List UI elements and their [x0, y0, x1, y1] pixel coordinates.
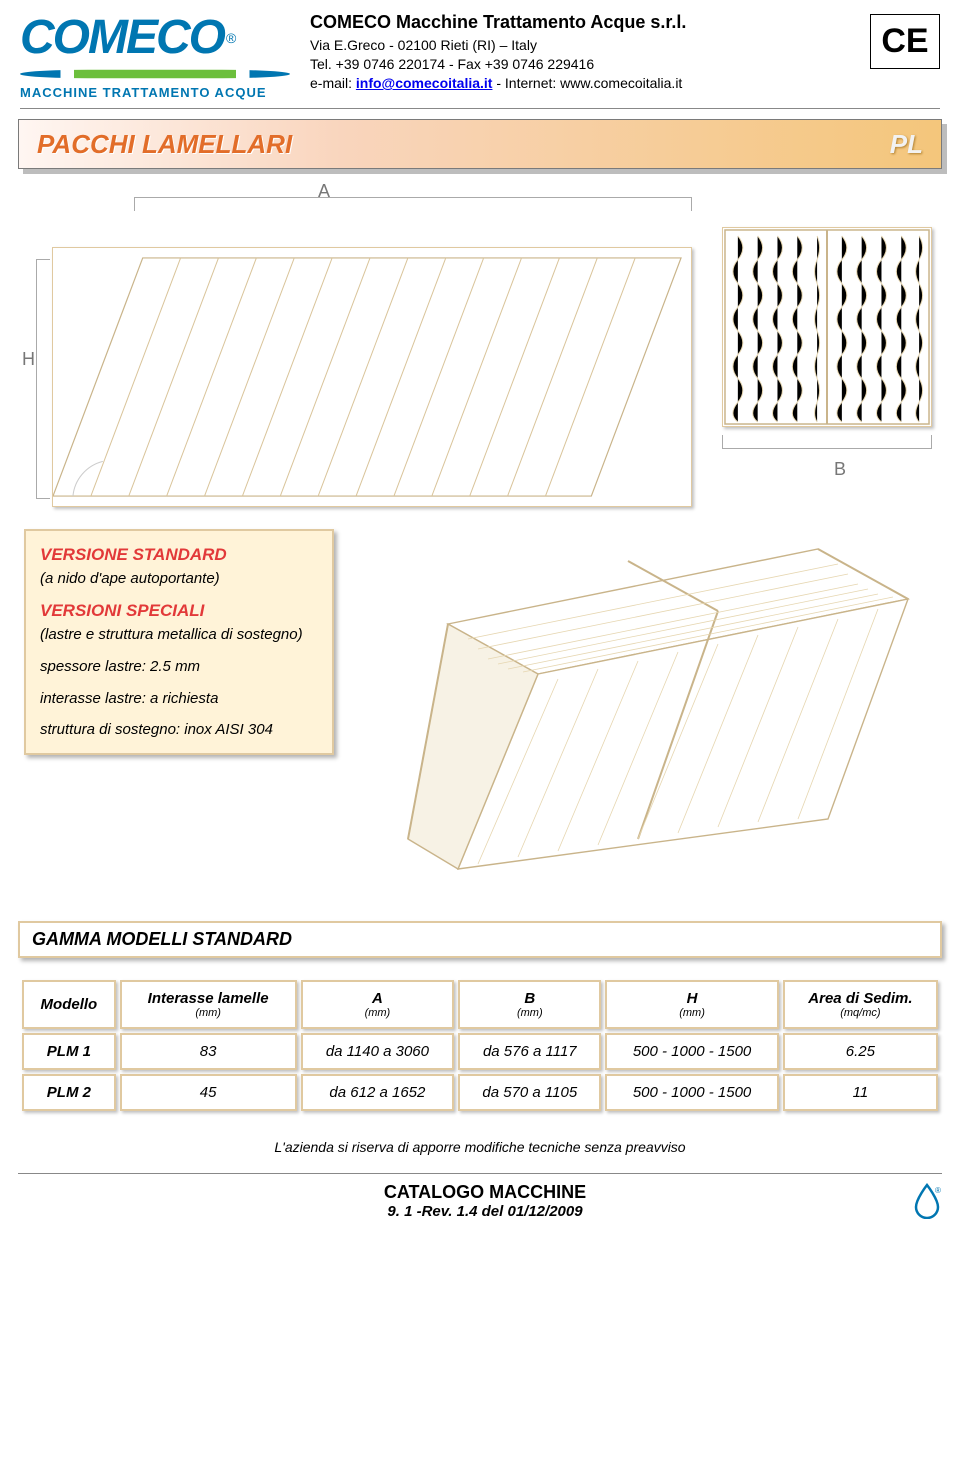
dimension-b-line	[722, 439, 932, 449]
disclaimer-text: L'azienda si riserva di apporre modifich…	[0, 1139, 960, 1155]
page-footer: CATALOGO MACCHINE 9. 1 -Rev. 1.4 del 01/…	[0, 1163, 960, 1236]
email-link[interactable]: info@comecoitalia.it	[356, 75, 493, 91]
logo-text: COMECO	[20, 10, 224, 65]
table-header-row: Modello Interasse lamelle(mm) A(mm) B(mm…	[22, 980, 938, 1029]
page-header: COMECO ® MACCHINE TRATTAMENTO ACQUE COME…	[0, 0, 960, 108]
cell-area: 6.25	[783, 1033, 938, 1070]
footer-title: CATALOGO MACCHINE	[58, 1182, 912, 1203]
cell-a: da 1140 a 3060	[301, 1033, 455, 1070]
iso-lamellar-diagram	[398, 509, 928, 879]
info-head-standard: VERSIONE STANDARD	[40, 545, 227, 564]
dimension-h-label: H	[22, 349, 35, 370]
info-head-special: VERSIONI SPECIALI	[40, 601, 204, 620]
cell-h: 500 - 1000 - 1500	[605, 1033, 779, 1070]
spec-info-box: VERSIONE STANDARD (a nido d'ape autoport…	[24, 529, 334, 755]
diagram-area: A H 60°	[18, 179, 942, 899]
company-phone: Tel. +39 0746 220174 - Fax +39 0746 2294…	[310, 55, 850, 74]
cell-model: PLM 2	[22, 1074, 116, 1111]
logo: COMECO ® MACCHINE TRATTAMENTO ACQUE	[20, 10, 290, 100]
info-sub-special: (lastre e struttura metallica di sostegn…	[40, 626, 303, 643]
dimension-a-line	[134, 197, 692, 207]
col-modello: Modello	[41, 996, 98, 1013]
cell-interasse: 83	[120, 1033, 297, 1070]
registered-icon: ®	[226, 30, 236, 46]
cell-model: PLM 1	[22, 1033, 116, 1070]
svg-text:®: ®	[935, 1186, 941, 1195]
front-lamellar-diagram	[722, 227, 932, 427]
cell-h: 500 - 1000 - 1500	[605, 1074, 779, 1111]
table-row: PLM 1 83 da 1140 a 3060 da 576 a 1117 50…	[22, 1033, 938, 1070]
col-b: B	[524, 990, 535, 1007]
dimension-b-label: B	[834, 459, 846, 480]
cell-a: da 612 a 1652	[301, 1074, 455, 1111]
cell-b: da 570 a 1105	[458, 1074, 601, 1111]
company-info: COMECO Macchine Trattamento Acque s.r.l.…	[310, 10, 850, 93]
info-struttura: struttura di sostegno: inox AISI 304	[40, 719, 318, 741]
internet-prefix: - Internet:	[492, 75, 560, 91]
col-h: H	[687, 990, 698, 1007]
col-area: Area di Sedim.	[808, 990, 912, 1007]
company-name: COMECO Macchine Trattamento Acque s.r.l.	[310, 10, 850, 34]
company-address: Via E.Greco - 02100 Rieti (RI) – Italy	[310, 36, 850, 55]
table-row: PLM 2 45 da 612 a 1652 da 570 a 1105 500…	[22, 1074, 938, 1111]
col-interasse: Interasse lamelle	[148, 990, 269, 1007]
title-text: PACCHI LAMELLARI	[37, 129, 292, 160]
title-bar: PACCHI LAMELLARI PL	[18, 119, 942, 169]
cell-interasse: 45	[120, 1074, 297, 1111]
spec-table: Modello Interasse lamelle(mm) A(mm) B(mm…	[18, 976, 942, 1115]
footer-rev: 9. 1 -Rev. 1.4 del 01/12/2009	[58, 1203, 912, 1220]
gamma-section: GAMMA MODELLI STANDARD Modello Interasse…	[18, 921, 942, 1115]
cell-area: 11	[783, 1074, 938, 1111]
email-prefix: e-mail:	[310, 75, 356, 91]
col-a: A	[372, 990, 383, 1007]
gamma-title: GAMMA MODELLI STANDARD	[18, 921, 942, 958]
cell-b: da 576 a 1117	[458, 1033, 601, 1070]
info-interasse: interasse lastre: a richiesta	[40, 688, 318, 710]
info-spessore: spessore lastre: 2.5 mm	[40, 656, 318, 678]
info-sub-standard: (a nido d'ape autoportante)	[40, 570, 220, 587]
dimension-h-line	[36, 259, 46, 499]
logo-subtitle: MACCHINE TRATTAMENTO ACQUE	[20, 85, 290, 100]
website-text: www.comecoitalia.it	[560, 75, 682, 91]
header-divider	[20, 108, 940, 109]
ce-mark-icon: CE	[870, 14, 940, 69]
logo-swoosh-icon	[20, 70, 290, 78]
top-lamellar-diagram	[52, 247, 692, 507]
title-code: PL	[890, 129, 923, 160]
water-drop-icon: ®	[912, 1183, 942, 1219]
